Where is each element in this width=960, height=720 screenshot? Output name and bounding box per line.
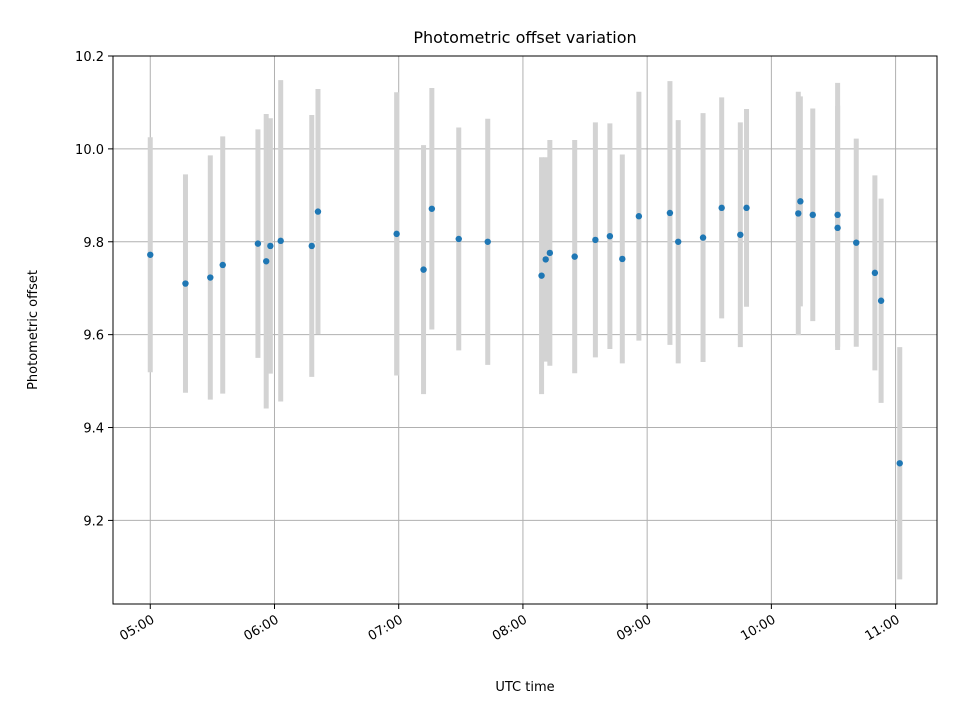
data-point <box>267 242 274 250</box>
y-tick-label: 9.2 <box>83 514 104 529</box>
x-tick-label: 10:00 <box>738 612 778 644</box>
y-axis-label: Photometric offset <box>26 270 41 390</box>
errorbar-layer <box>147 80 903 580</box>
data-point <box>737 231 744 238</box>
data-point <box>571 253 578 260</box>
data-point <box>546 249 554 257</box>
x-tick-label: 08:00 <box>490 612 530 644</box>
data-point <box>428 205 436 212</box>
plot-frame <box>112 55 938 605</box>
x-tick-label: 11:00 <box>863 612 903 644</box>
data-point <box>834 224 841 232</box>
x-tick-label: 06:00 <box>242 612 282 644</box>
data-point <box>254 240 262 247</box>
data-point <box>877 297 885 304</box>
data-point <box>420 266 427 273</box>
data-point <box>182 280 189 287</box>
data-point <box>308 242 315 250</box>
data-point <box>277 237 284 245</box>
data-point <box>871 269 879 277</box>
data-point <box>393 230 400 238</box>
data-point <box>592 236 599 244</box>
data-point <box>797 198 804 205</box>
point-layer <box>147 198 903 467</box>
x-axis-label: UTC time <box>495 680 554 695</box>
data-point <box>809 211 816 219</box>
data-point <box>619 255 626 263</box>
data-point <box>542 256 549 263</box>
data-point <box>896 460 903 467</box>
data-point <box>675 238 682 245</box>
data-point <box>538 272 545 279</box>
data-point <box>853 239 860 246</box>
y-tick-label: 10.0 <box>75 143 104 158</box>
data-point <box>795 210 802 217</box>
data-point <box>699 234 707 241</box>
data-point <box>635 213 643 220</box>
data-point <box>314 208 322 215</box>
data-point <box>834 211 841 219</box>
x-tick-label: 07:00 <box>366 612 406 644</box>
data-point <box>207 274 214 281</box>
data-point <box>147 251 154 258</box>
data-point <box>263 258 270 265</box>
data-point <box>484 238 491 245</box>
data-point <box>455 235 462 243</box>
chart-title: Photometric offset variation <box>413 28 636 47</box>
data-point <box>606 232 614 240</box>
x-tick-label: 05:00 <box>117 612 157 644</box>
y-tick-label: 9.4 <box>83 422 104 437</box>
data-point <box>219 261 226 269</box>
data-point <box>743 204 750 212</box>
data-point <box>718 204 725 212</box>
y-tick-label: 9.8 <box>83 236 104 251</box>
x-tick-label: 09:00 <box>614 612 654 644</box>
y-tick-label: 10.2 <box>75 50 104 65</box>
y-tick-label: 9.6 <box>83 329 104 344</box>
data-point <box>666 209 674 217</box>
